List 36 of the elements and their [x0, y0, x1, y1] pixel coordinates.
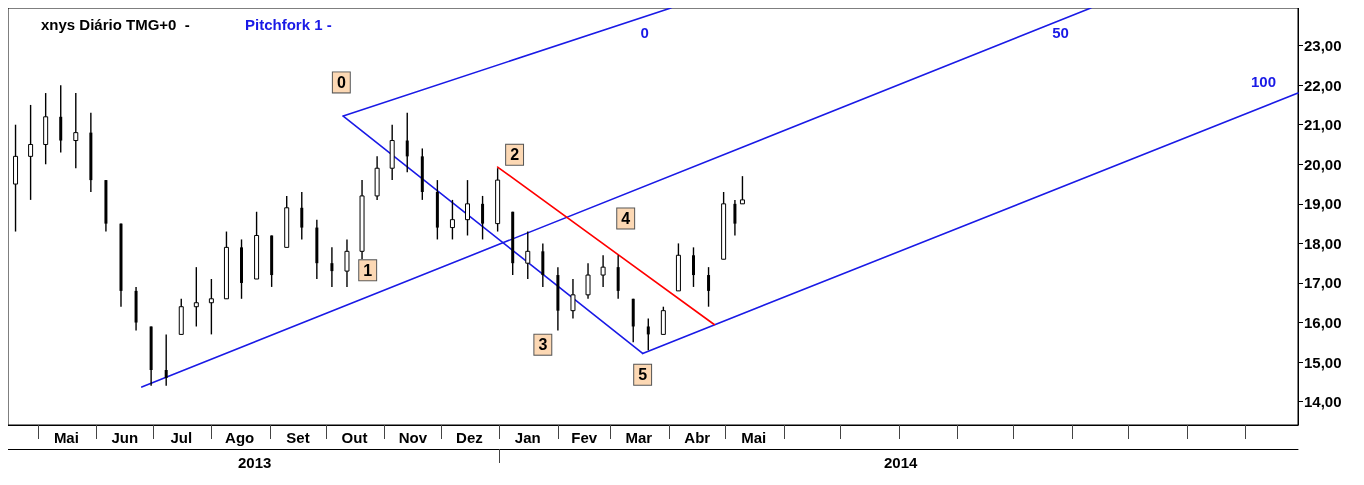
- x2-tick-label: 2014: [883, 454, 918, 471]
- annotation: 5: [638, 366, 648, 384]
- x-tick-label: Mai: [53, 429, 79, 446]
- y-tick-label: 14,00: [1304, 393, 1342, 411]
- x-tick-label: Out: [341, 429, 368, 446]
- x-tick-label: Set: [286, 429, 310, 446]
- annotation: 1: [363, 261, 373, 279]
- annotation: 3: [538, 336, 548, 354]
- series-label: 0: [640, 23, 649, 41]
- x-tick-label: Ago: [225, 429, 255, 446]
- x-tick-label: Fev: [571, 429, 598, 446]
- text: Pitchfork 1 -: [245, 16, 332, 33]
- x2-tick-label: 2013: [238, 454, 272, 471]
- text: xnys Diário TMG+0 -: [41, 16, 190, 33]
- x-tick-label: Dez: [456, 429, 483, 446]
- y-tick-label: 23,00: [1304, 37, 1342, 55]
- series-label: 50: [1052, 23, 1069, 41]
- annotation: 0: [336, 73, 346, 91]
- y-tick-label: 21,00: [1304, 116, 1342, 134]
- x-tick-label: Mar: [625, 429, 653, 446]
- y-tick-label: 15,00: [1304, 353, 1342, 371]
- annotation: 2: [510, 146, 520, 164]
- y-tick-label: 20,00: [1304, 155, 1342, 173]
- x-tick-label: Nov: [398, 429, 428, 446]
- y-tick-label: 16,00: [1304, 314, 1342, 332]
- x-tick-label: Abr: [684, 429, 711, 446]
- x-tick-label: Jun: [111, 429, 139, 446]
- y-tick-label: 22,00: [1304, 76, 1342, 94]
- x-tick-label: Jan: [514, 429, 541, 446]
- y-tick-label: 18,00: [1304, 234, 1342, 252]
- x-tick-label: Mai: [741, 429, 767, 446]
- y-tick-label: 17,00: [1304, 274, 1342, 292]
- x-tick-label: Jul: [170, 429, 193, 446]
- annotation: 4: [621, 209, 631, 227]
- series-label: 100: [1250, 72, 1276, 90]
- y-tick-label: 19,00: [1304, 195, 1342, 213]
